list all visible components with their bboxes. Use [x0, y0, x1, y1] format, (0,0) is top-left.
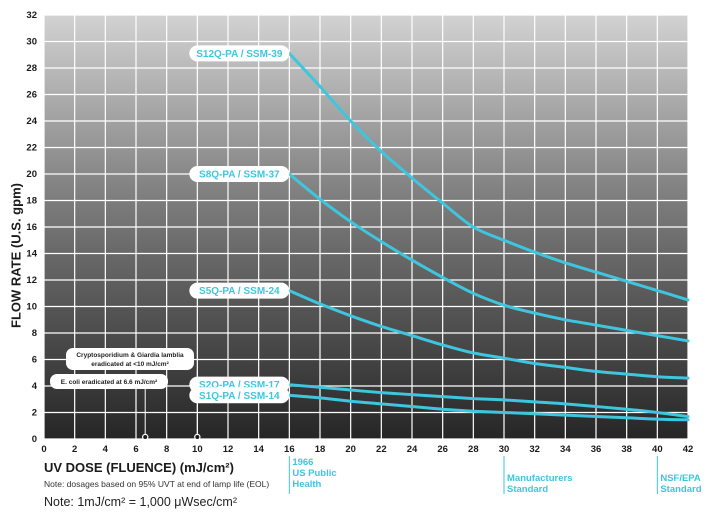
unit-note: Note: 1mJ/cm² = 1,000 μWsec/cm²	[44, 495, 238, 509]
series-lines	[287, 51, 690, 422]
y-axis-title-wrap: FLOW RATE (U.S. gpm)	[2, 160, 30, 360]
annotation-text-0-1: eradicated at <10 mJ/cm²	[91, 361, 169, 368]
y-tick-4: 8	[32, 328, 37, 339]
series-label-box-1	[189, 166, 290, 182]
annotation-box-0	[66, 348, 194, 370]
x-tick-7: 14	[253, 444, 264, 455]
y-tick-1: 2	[32, 408, 37, 419]
y-axis-title: FLOW RATE (U.S. gpm)	[8, 183, 24, 328]
series-label-0: S12Q-PA / SSM-39	[189, 45, 290, 62]
y-tick-6: 12	[26, 275, 37, 286]
standard-label-0: 1966 US Public Health	[292, 457, 337, 490]
x-tick-0: 0	[41, 444, 46, 455]
grid	[43, 14, 689, 440]
x-tick-3: 6	[133, 444, 138, 455]
standard-label-2: NSF/EPA Standard	[660, 473, 702, 495]
x-tick-12: 24	[407, 444, 418, 455]
y-tick-15: 30	[26, 37, 37, 48]
dose-note: Note: dosages based on 95% UVT at end of…	[44, 479, 270, 489]
x-axis-ticks: 0 2 4 6 8 10 12 14 16 18 20 22 24 26 28 30 32 34 36 38 40 42	[41, 444, 693, 455]
y-tick-10: 20	[26, 169, 37, 180]
y-tick-5: 10	[26, 302, 37, 313]
y-tick-9: 18	[26, 196, 37, 207]
x-tick-13: 26	[437, 444, 448, 455]
annotation-point-1	[141, 433, 149, 441]
series-label-text-0: S12Q-PA / SSM-39	[196, 49, 283, 60]
x-tick-8: 16	[284, 444, 295, 455]
y-tick-13: 26	[26, 90, 37, 101]
annotation-box-1	[50, 374, 168, 389]
series-label-text-1: S8Q-PA / SSM-37	[199, 170, 280, 181]
series-line-4	[287, 393, 690, 422]
series-line-1	[287, 172, 690, 343]
annotation-0: Cryptosporidium & Giardia lamblia eradica…	[66, 348, 201, 441]
x-tick-10: 20	[345, 444, 356, 455]
y-tick-12: 24	[26, 116, 37, 127]
x-axis-title: UV DOSE (FLUENCE) (mJ/cm²)	[44, 460, 234, 475]
y-tick-8: 16	[26, 222, 37, 233]
x-tick-18: 36	[591, 444, 602, 455]
x-tick-16: 32	[529, 444, 540, 455]
y-tick-7: 14	[26, 249, 37, 260]
series-line-2	[287, 289, 690, 380]
annotation-point-0	[194, 433, 201, 441]
x-tick-5: 10	[192, 444, 203, 455]
series-line-0	[287, 51, 690, 302]
series-label-box-4	[189, 387, 290, 404]
series-label-text-4: S1Q-PA / SSM-14	[199, 391, 280, 402]
y-tick-14: 28	[26, 63, 37, 74]
x-tick-9: 18	[315, 444, 326, 455]
y-tick-11: 22	[26, 143, 37, 154]
series-label-4: S1Q-PA / SSM-14	[189, 387, 290, 404]
annotations: Cryptosporidium & Giardia lamblia eradica…	[50, 348, 201, 441]
x-tick-21: 42	[683, 444, 694, 455]
x-tick-4: 8	[164, 444, 169, 455]
y-tick-2: 4	[32, 381, 38, 392]
series-label-text-3: S2Q-PA / SSM-17	[199, 380, 280, 391]
series-labels: S12Q-PA / SSM-39 S8Q-PA / SSM-37 S5Q-PA / …	[189, 45, 290, 404]
annotation-text-1-0: E. coli eradicated at 6.6 mJ/cm²	[61, 379, 158, 386]
standard-markers	[288, 456, 658, 494]
series-label-1: S8Q-PA / SSM-37	[189, 166, 290, 182]
series-label-box-2	[189, 282, 290, 299]
standard-label-1: Manufacturers Standard	[507, 473, 573, 495]
series-label-box-0	[189, 45, 290, 62]
y-tick-0: 0	[32, 434, 37, 445]
x-tick-2: 4	[103, 444, 109, 455]
series-label-2: S5Q-PA / SSM-24	[189, 282, 290, 299]
x-tick-6: 12	[223, 444, 234, 455]
x-tick-1: 2	[72, 444, 77, 455]
y-tick-3: 6	[32, 355, 37, 366]
x-tick-15: 30	[499, 444, 510, 455]
x-tick-17: 34	[560, 444, 571, 455]
y-tick-16: 32	[26, 10, 37, 21]
annotation-1: E. coli eradicated at 6.6 mJ/cm²	[50, 374, 168, 441]
x-tick-19: 38	[621, 444, 632, 455]
x-tick-14: 28	[468, 444, 479, 455]
x-tick-11: 22	[376, 444, 387, 455]
x-tick-20: 40	[652, 444, 663, 455]
series-line-3	[287, 383, 690, 418]
annotation-text-0-0: Cryptosporidium & Giardia lamblia	[76, 352, 184, 359]
series-label-text-2: S5Q-PA / SSM-24	[199, 286, 280, 297]
